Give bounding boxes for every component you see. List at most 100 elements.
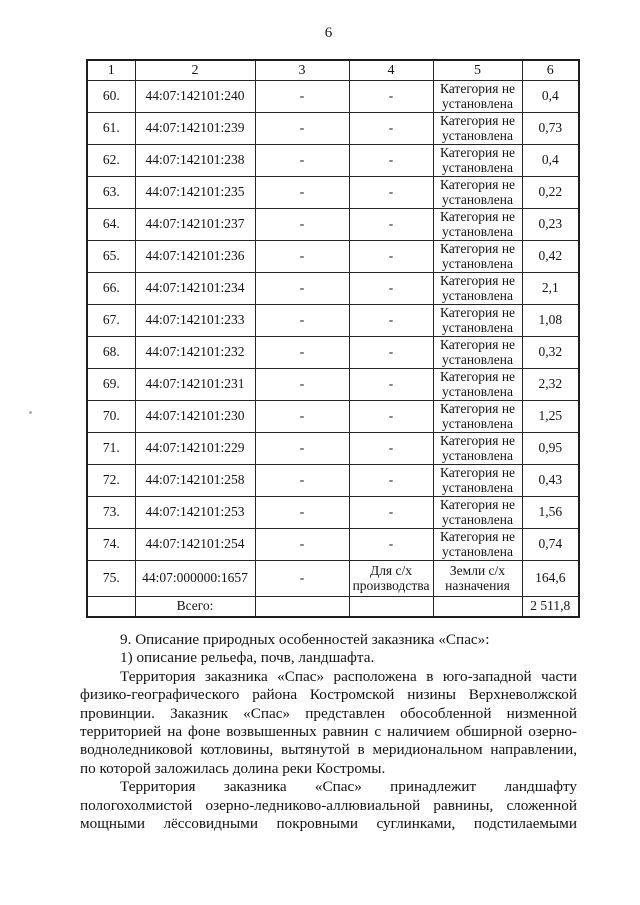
row-number-cell: 74. bbox=[86, 528, 136, 561]
cadastral-number-cell: 44:07:142101:232 bbox=[134, 336, 256, 369]
table-row: 74. 44:07:142101:254- - Категория не устано… bbox=[86, 528, 580, 561]
column-header: 4 bbox=[348, 59, 434, 81]
text-line: территорией на фоне возвышенных равнин с… bbox=[80, 723, 577, 741]
area-cell: 2,32 bbox=[521, 368, 580, 401]
cadastral-number-cell: 44:07:142101:230 bbox=[134, 400, 256, 433]
category-cell: Категория не установлена bbox=[432, 144, 523, 177]
usage-cell: - bbox=[348, 464, 434, 497]
cadastral-number-cell: 44:07:142101:240 bbox=[134, 80, 256, 113]
col3-cell: - bbox=[254, 528, 350, 561]
text-line: по которой заложилась долина реки Костро… bbox=[80, 759, 386, 777]
scan-speck-artifact bbox=[29, 411, 32, 414]
area-cell: 0,32 bbox=[521, 336, 580, 369]
table-row: 70. 44:07:142101:230- - Категория не устано… bbox=[86, 400, 580, 433]
row-number-cell: 70. bbox=[86, 400, 136, 433]
usage-cell: - bbox=[348, 400, 434, 433]
usage-cell: - bbox=[348, 208, 434, 241]
usage-cell: - bbox=[348, 368, 434, 401]
col3-cell: - bbox=[254, 368, 350, 401]
body-text: 9. Описание природных особенностей заказ… bbox=[80, 631, 577, 833]
table-row: 75. 44:07:000000:1657- Для с/х производств… bbox=[86, 560, 580, 597]
category-cell: Категория не установлена bbox=[432, 112, 523, 145]
category-cell: Категория не установлена bbox=[432, 304, 523, 337]
category-cell: Категория не установлена bbox=[432, 464, 523, 497]
cadastral-number-cell: 44:07:142101:236 bbox=[134, 240, 256, 273]
column-header: 5 bbox=[432, 59, 523, 81]
row-number-cell: 68. bbox=[86, 336, 136, 369]
col3-cell: - bbox=[254, 240, 350, 273]
usage-cell: - bbox=[348, 336, 434, 369]
table-row: 61. 44:07:142101:239- - Категория не устано… bbox=[86, 112, 580, 145]
col3-cell: - bbox=[254, 464, 350, 497]
category-cell: Категория не установлена bbox=[432, 528, 523, 561]
category-cell: Категория не установлена bbox=[432, 176, 523, 209]
page-number: 6 bbox=[324, 25, 333, 41]
area-cell: 0,4 bbox=[521, 144, 580, 177]
cadastral-number-cell: 44:07:142101:229 bbox=[134, 432, 256, 465]
category-cell: Категория не установлена bbox=[432, 80, 523, 113]
category-cell: Категория не установлена bbox=[432, 368, 523, 401]
text-line: провинции. Заказник «Спас» представлен о… bbox=[80, 704, 577, 722]
usage-cell: - bbox=[348, 80, 434, 113]
category-cell: Категория не установлена bbox=[432, 336, 523, 369]
col3-cell: - bbox=[254, 336, 350, 369]
area-cell: 1,25 bbox=[521, 400, 580, 433]
row-number-cell: 62. bbox=[86, 144, 136, 177]
total-row: Всего: 2 511,8 bbox=[86, 596, 580, 617]
area-cell: 0,23 bbox=[521, 208, 580, 241]
area-cell: 0,22 bbox=[521, 176, 580, 209]
area-cell: 1,56 bbox=[521, 496, 580, 529]
total-label-cell: Всего: bbox=[134, 596, 256, 617]
text-line: мощными лёссовидными покровными суглинка… bbox=[80, 815, 577, 833]
cadastral-number-cell: 44:07:142101:258 bbox=[134, 464, 256, 497]
table-row: 69. 44:07:142101:231- - Категория не устано… bbox=[86, 368, 580, 401]
row-number-cell: 72. bbox=[86, 464, 136, 497]
usage-cell: - bbox=[348, 496, 434, 529]
col3-cell: - bbox=[254, 144, 350, 177]
area-cell: 1,08 bbox=[521, 304, 580, 337]
col3-cell: - bbox=[254, 112, 350, 145]
category-cell: Земли с/х назначения bbox=[432, 560, 523, 597]
table-row: 72. 44:07:142101:258- - Категория не устано… bbox=[86, 464, 580, 497]
usage-cell: - bbox=[348, 432, 434, 465]
text-line: Территория заказника «Спас» принадлежит … bbox=[120, 778, 577, 796]
category-cell: Категория не установлена bbox=[432, 496, 523, 529]
table-row: 71. 44:07:142101:229- - Категория не устано… bbox=[86, 432, 580, 465]
row-number-cell: 73. bbox=[86, 496, 136, 529]
col3-cell: - bbox=[254, 560, 350, 597]
usage-cell: - bbox=[348, 240, 434, 273]
row-number-cell: 67. bbox=[86, 304, 136, 337]
cadastral-number-cell: 44:07:142101:254 bbox=[134, 528, 256, 561]
row-number-cell: 65. bbox=[86, 240, 136, 273]
text-line: Территория заказника «Спас» расположена … bbox=[120, 667, 577, 685]
empty-cell bbox=[348, 596, 434, 617]
table-row: 64. 44:07:142101:237- - Категория не устано… bbox=[86, 208, 580, 241]
col3-cell: - bbox=[254, 432, 350, 465]
col3-cell: - bbox=[254, 272, 350, 305]
text-line: 1) описание рельефа, почв, ландшафта. bbox=[120, 649, 375, 667]
row-number-cell: 60. bbox=[86, 80, 136, 113]
col3-cell: - bbox=[254, 304, 350, 337]
text-line: 9. Описание природных особенностей заказ… bbox=[120, 631, 490, 648]
total-value-cell: 2 511,8 bbox=[521, 596, 580, 617]
cadastral-number-cell: 44:07:000000:1657 bbox=[134, 560, 256, 597]
cadastral-number-cell: 44:07:142101:237 bbox=[134, 208, 256, 241]
col3-cell: - bbox=[254, 80, 350, 113]
usage-cell: - bbox=[348, 528, 434, 561]
cadastral-number-cell: 44:07:142101:253 bbox=[134, 496, 256, 529]
table-row: 67. 44:07:142101:233- - Категория не устано… bbox=[86, 304, 580, 337]
col3-cell: - bbox=[254, 496, 350, 529]
row-number-cell: 66. bbox=[86, 272, 136, 305]
area-cell: 0,74 bbox=[521, 528, 580, 561]
col3-cell: - bbox=[254, 400, 350, 433]
area-cell: 164,6 bbox=[521, 560, 580, 597]
cadastral-number-cell: 44:07:142101:239 bbox=[134, 112, 256, 145]
row-number-cell: 61. bbox=[86, 112, 136, 145]
row-number-cell: 71. bbox=[86, 432, 136, 465]
col3-cell: - bbox=[254, 208, 350, 241]
col3-cell: - bbox=[254, 176, 350, 209]
area-cell: 0,42 bbox=[521, 240, 580, 273]
